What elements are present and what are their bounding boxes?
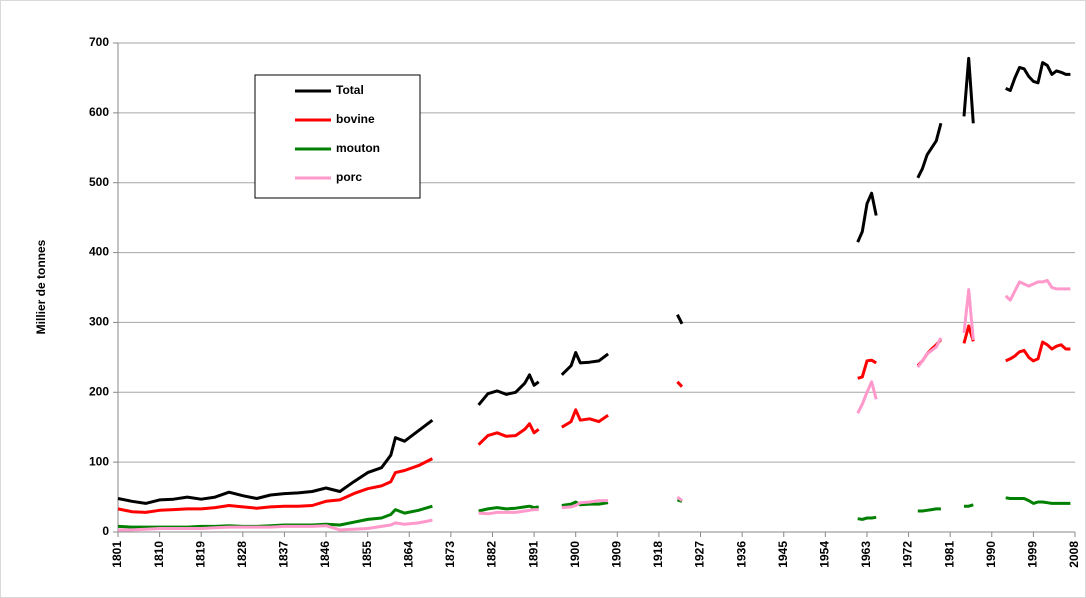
x-tick-label: 1891 [526, 541, 540, 568]
legend-label: Total [336, 83, 364, 97]
x-tick-label: 1918 [651, 541, 665, 568]
x-tick-label: 1837 [277, 541, 291, 568]
x-tick-label: 1810 [152, 541, 166, 568]
legend-label: porc [336, 170, 362, 184]
y-tick-label: 500 [89, 175, 109, 189]
x-tick-label: 1954 [818, 541, 832, 568]
x-tick-label: 1873 [443, 541, 457, 568]
x-tick-label: 1864 [401, 541, 415, 568]
y-tick-label: 0 [102, 524, 109, 538]
series-line [117, 56, 1071, 505]
legend-label: mouton [336, 141, 380, 155]
x-tick-label: 1828 [235, 541, 249, 568]
series-line [118, 279, 1071, 532]
x-tick-label: 1846 [318, 541, 332, 568]
x-tick-label: 2008 [1067, 541, 1081, 568]
x-tick-label: 1882 [485, 541, 499, 568]
x-tick-label: 1801 [110, 541, 124, 568]
y-tick-label: 400 [89, 245, 109, 259]
x-tick-label: 1990 [984, 541, 998, 568]
legend-label: bovine [336, 112, 375, 126]
y-axis-label: Millier de tonnes [34, 239, 48, 334]
x-tick-label: 1927 [693, 541, 707, 568]
y-tick-label: 300 [89, 315, 109, 329]
x-tick-label: 1981 [942, 541, 956, 568]
x-tick-label: 1855 [360, 541, 374, 568]
y-tick-label: 600 [89, 105, 109, 119]
y-tick-label: 100 [89, 454, 109, 468]
y-tick-label: 700 [89, 35, 109, 49]
x-tick-label: 1999 [1026, 541, 1040, 568]
x-tick-label: 1900 [568, 541, 582, 568]
x-tick-label: 1945 [776, 541, 790, 568]
x-tick-label: 1972 [901, 541, 915, 568]
x-tick-label: 1909 [609, 541, 623, 568]
x-tick-label: 1963 [859, 541, 873, 568]
x-tick-label: 1936 [734, 541, 748, 568]
x-tick-label: 1819 [193, 541, 207, 568]
y-tick-label: 200 [89, 384, 109, 398]
legend-box [254, 74, 421, 199]
